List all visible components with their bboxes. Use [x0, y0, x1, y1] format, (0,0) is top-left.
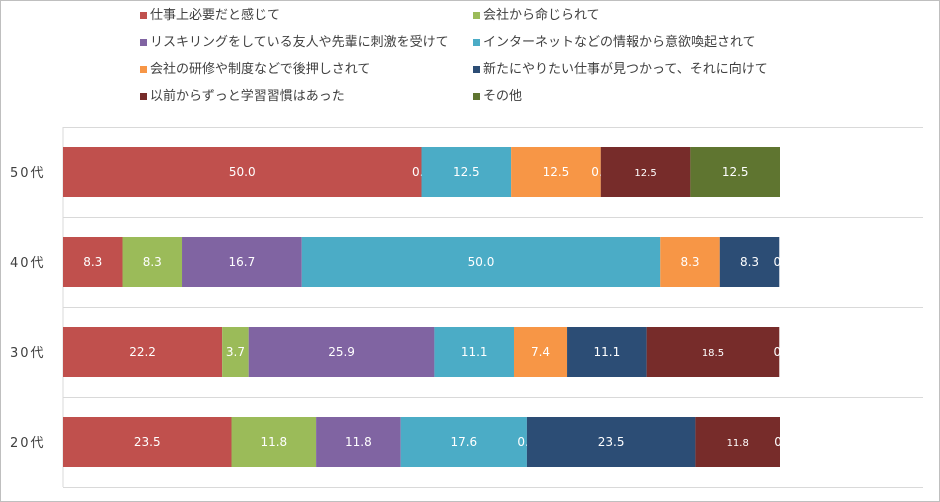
legend-swatch: [473, 12, 480, 19]
data-label: 11.8: [260, 435, 287, 449]
bar-segment: [434, 327, 514, 377]
bar-segment: [421, 147, 512, 197]
data-label: 17.6: [450, 435, 477, 449]
bar-segment: [231, 417, 317, 467]
legend-swatch: [140, 93, 147, 100]
bar-segment: [63, 147, 422, 197]
bar-segment: [660, 237, 720, 287]
bar-segment: [222, 327, 249, 377]
data-label: 11.1: [461, 345, 488, 359]
legend-swatch: [473, 93, 480, 100]
data-label: 23.5: [598, 435, 625, 449]
bar-segment: [316, 417, 401, 467]
data-label: 50.0: [229, 165, 256, 179]
category-label: 40代: [10, 256, 46, 271]
legend-swatch: [473, 66, 480, 73]
data-label: 11.8: [727, 438, 749, 449]
legend-entry: インターネットなどの情報から意欲喚起されて: [483, 34, 756, 50]
legend-entry: 以前からずっと学習習慣はあった: [150, 88, 345, 104]
data-label: 0.: [774, 435, 785, 449]
bar-segment: [63, 327, 223, 377]
bar-segment: [122, 237, 183, 287]
legend-entry: 会社の研修や制度などで後押しされて: [150, 61, 370, 77]
legend-swatch: [140, 66, 147, 73]
data-label: 0.: [774, 255, 785, 269]
data-label: 18.5: [702, 348, 724, 359]
legend-entry: 会社から命じられて: [483, 7, 600, 23]
bar-segment: [695, 417, 780, 467]
data-label: 12.5: [543, 165, 570, 179]
legend-entry: 新たにやりたい仕事が見つかって、それに向けて: [483, 61, 768, 77]
bar-segment: [690, 147, 780, 197]
bar-segment: [526, 417, 696, 467]
bar-segment: [511, 147, 601, 197]
bar-segment: [301, 237, 661, 287]
bar-segment: [63, 417, 232, 467]
data-label: 23.5: [134, 435, 161, 449]
data-label: 50.0: [468, 255, 495, 269]
data-label: 22.2: [129, 345, 156, 359]
data-label: 8.3: [143, 255, 162, 269]
legend-entry: リスキリングをしている友人や先輩に刺激を受けて: [150, 34, 449, 50]
bar-segment: [600, 147, 691, 197]
data-label: 0.: [774, 345, 785, 359]
bar-segment: [513, 327, 568, 377]
data-label: 3.7: [226, 345, 245, 359]
bar-segment: [182, 237, 302, 287]
bar-segment: [63, 237, 123, 287]
data-label: 25.9: [328, 345, 355, 359]
category-label: 30代: [10, 346, 46, 361]
data-label: 8.3: [83, 255, 102, 269]
legend-swatch: [140, 39, 147, 46]
legend-entry: その他: [483, 89, 522, 104]
data-label: 12.5: [634, 168, 656, 179]
legend-swatch: [473, 39, 480, 46]
bar-segment: [248, 327, 435, 377]
bar-segment: [567, 327, 647, 377]
bar-segment: [646, 327, 780, 377]
data-label: 16.7: [229, 255, 256, 269]
data-label: 12.5: [722, 165, 749, 179]
data-label: 11.8: [345, 435, 372, 449]
data-label: 8.3: [740, 255, 759, 269]
data-label: 11.1: [593, 345, 620, 359]
legend-swatch: [140, 12, 147, 19]
legend-entry: 仕事上必要だと感じて: [150, 7, 280, 23]
category-label: 50代: [10, 166, 46, 181]
data-label: 8.3: [680, 255, 699, 269]
data-label: 7.4: [531, 345, 550, 359]
bar-segment: [400, 417, 527, 467]
category-label: 20代: [10, 436, 46, 451]
bar-segment: [719, 237, 780, 287]
data-label: 12.5: [453, 165, 480, 179]
